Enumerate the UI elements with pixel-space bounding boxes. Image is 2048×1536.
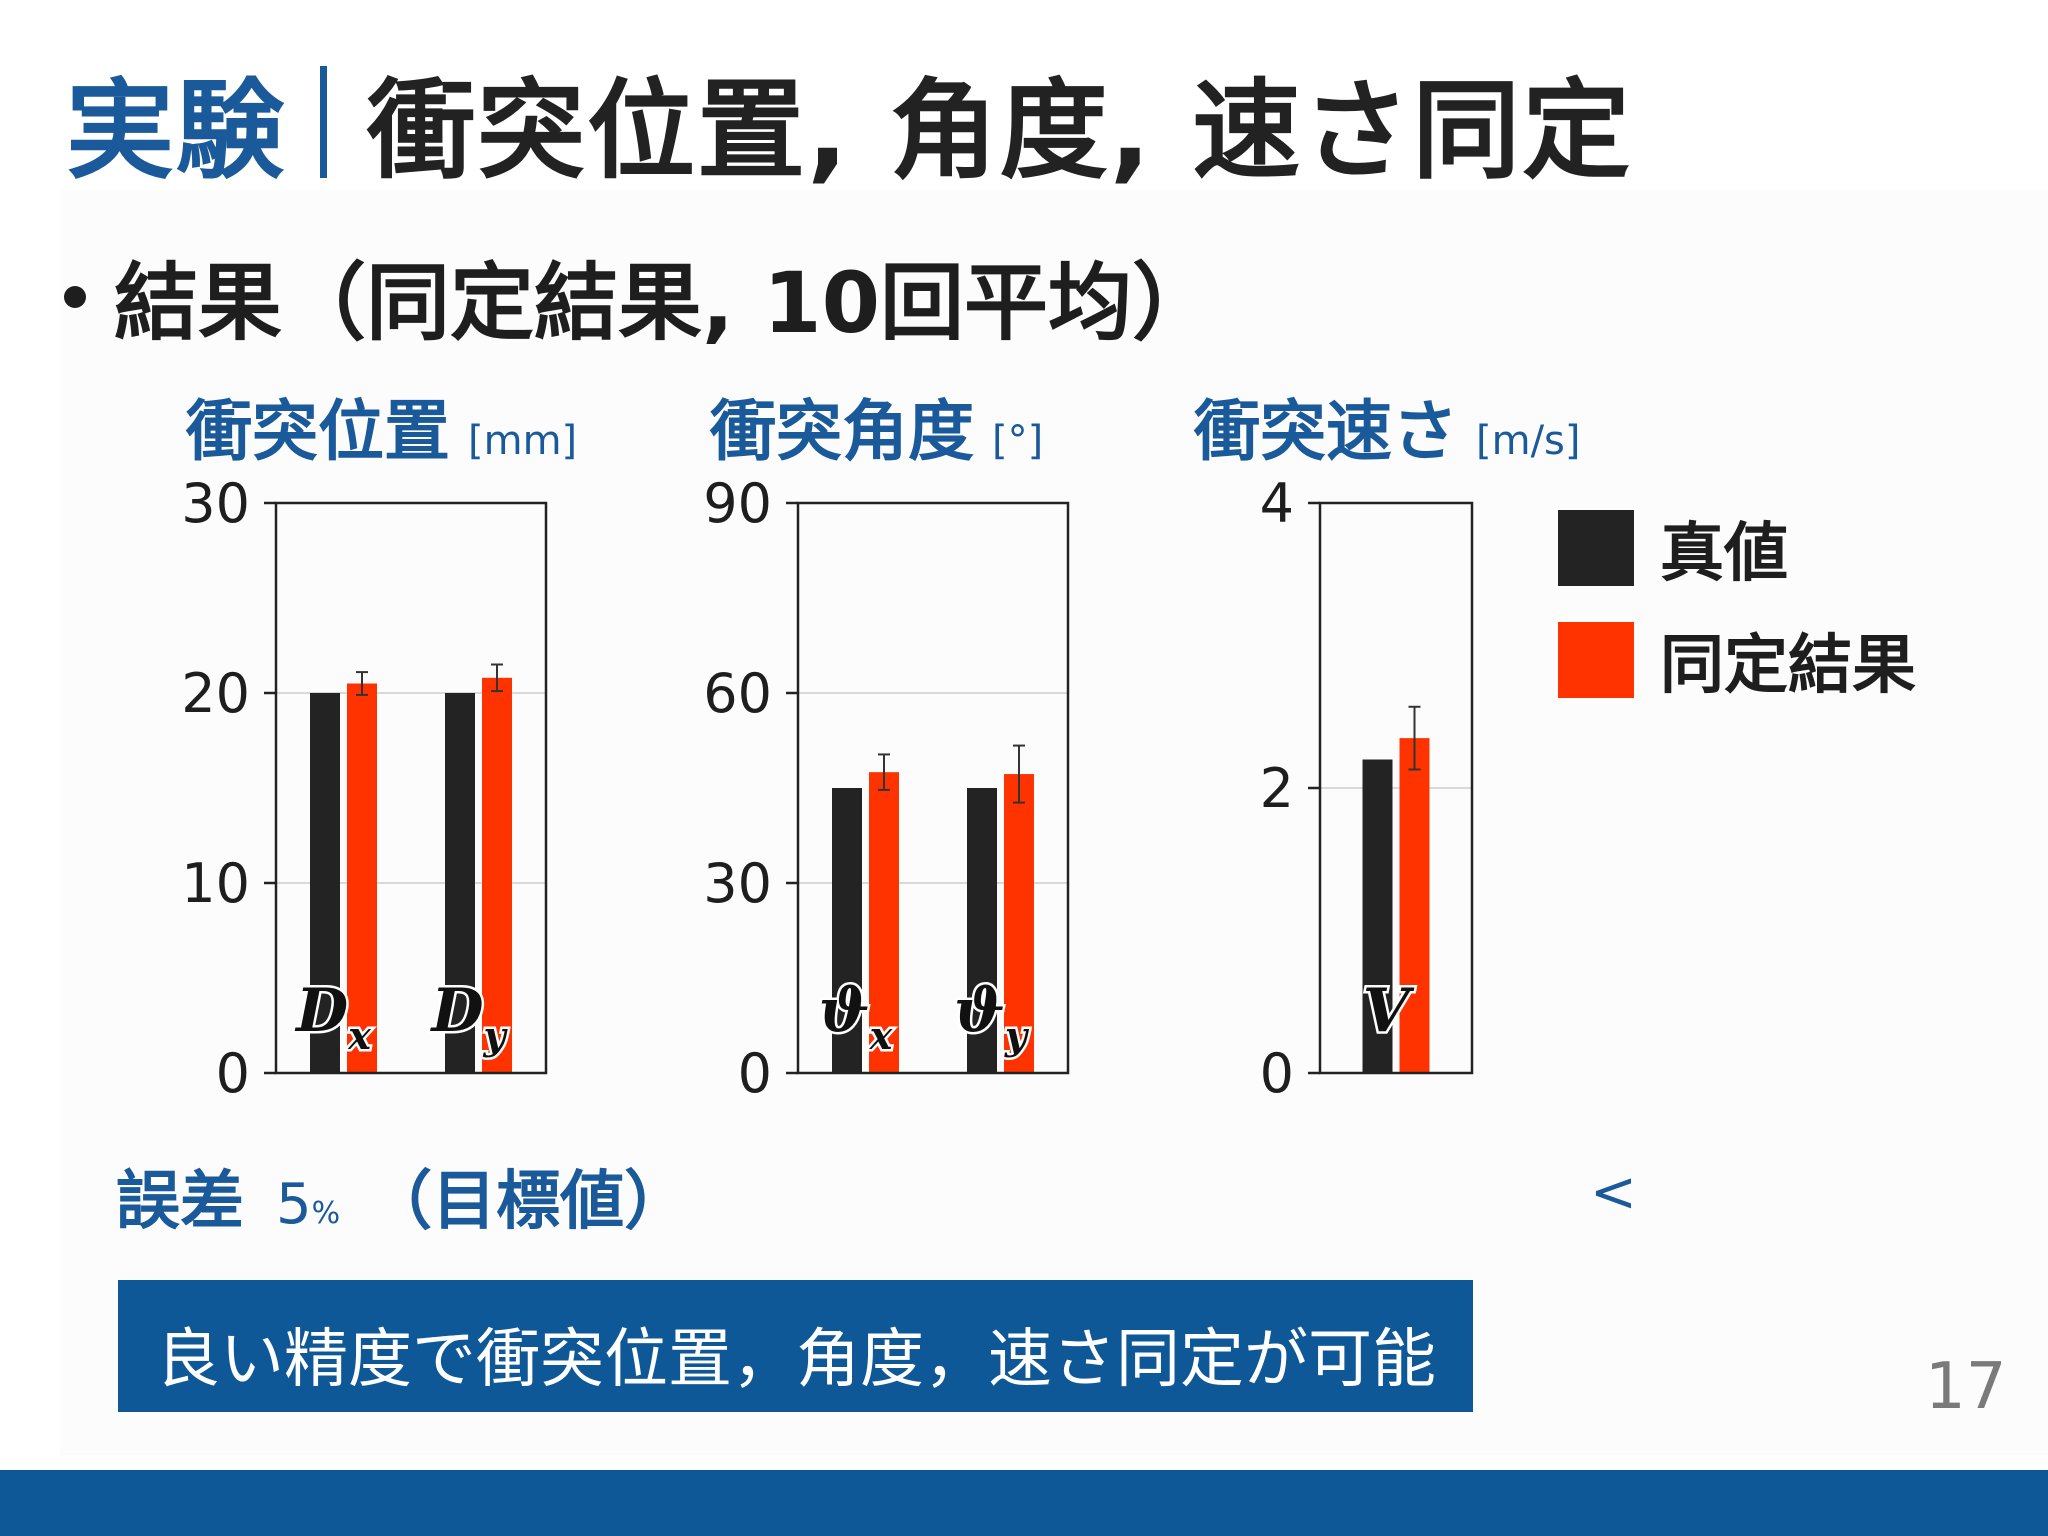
category-label: Dy [429, 976, 508, 1058]
chart-title-angle: 衝突角度 [°] [710, 378, 1043, 474]
bar [967, 788, 997, 1073]
y-tick-label: 0 [216, 1042, 250, 1105]
chart-unit: [°] [992, 418, 1044, 464]
legend-label-true: 真値 [1660, 517, 1788, 591]
chart-title-text: 衝突速さ [1194, 393, 1458, 470]
legend-swatch-identified [1558, 622, 1634, 698]
bullet-text: 結果（同定結果, 10回平均） [114, 254, 1217, 352]
y-tick-label: 30 [181, 472, 250, 535]
bar [869, 772, 899, 1073]
title-main: 衝突位置, 角度, 速さ同定 [367, 69, 1633, 194]
y-tick-label: 0 [738, 1042, 772, 1105]
bullet-dot-icon [64, 285, 86, 308]
y-tick-label: 0 [1260, 1042, 1294, 1105]
error-unit: % [311, 1196, 341, 1231]
chart-title-text: 衝突角度 [710, 393, 974, 470]
y-tick-label: 90 [703, 472, 772, 535]
less-than-symbol: < [1590, 1160, 1637, 1225]
category-label: ϑy [954, 976, 1030, 1058]
category-label: Dx [294, 976, 372, 1058]
category-label: V [1363, 976, 1415, 1046]
y-tick-label: 10 [181, 852, 250, 915]
bar [1362, 759, 1393, 1073]
legend-label-identified: 同定結果 [1660, 629, 1916, 703]
content-background [60, 190, 2048, 1455]
chart-title-position: 衝突位置 [mm] [186, 378, 577, 474]
conclusion-box: 良い精度で衝突位置，角度，速さ同定が可能 [118, 1280, 1473, 1412]
page-number: 17 [1925, 1350, 2007, 1424]
legend-swatch-true [1558, 510, 1634, 586]
category-label: ϑx [819, 976, 894, 1058]
y-tick-label: 20 [181, 662, 250, 725]
plot-frame [274, 501, 548, 1075]
y-tick-label: 4 [1260, 472, 1294, 535]
footer-bar [0, 1470, 2048, 1536]
legend-item-true: 真値 [1558, 502, 1788, 594]
title-divider [320, 66, 328, 178]
y-tick-label: 30 [703, 852, 772, 915]
title-accent: 実験 [66, 69, 287, 194]
bar [482, 677, 512, 1073]
y-tick-label: 2 [1260, 757, 1294, 820]
y-tick-label: 60 [703, 662, 772, 725]
error-row: 誤差 5% （目標値） [116, 1150, 688, 1242]
bar [445, 693, 475, 1073]
bar [347, 683, 377, 1073]
chart-title-text: 衝突位置 [186, 393, 450, 470]
bar [1004, 774, 1034, 1073]
chart-unit: [m/s] [1476, 418, 1581, 464]
plot-frame [796, 501, 1070, 1075]
bar [1399, 738, 1430, 1073]
chart-unit: [mm] [468, 418, 578, 464]
error-value: 5 [276, 1172, 312, 1237]
conclusion-text: 良い精度で衝突位置，角度，速さ同定が可能 [156, 1323, 1436, 1397]
chart-title-speed: 衝突速さ [m/s] [1194, 378, 1581, 474]
error-note: （目標値） [368, 1165, 689, 1239]
results-bullet: 結果（同定結果, 10回平均） [64, 236, 1216, 357]
legend-item-identified: 同定結果 [1558, 614, 1916, 706]
bar [832, 788, 862, 1073]
bar [310, 693, 340, 1073]
error-label: 誤差 [116, 1165, 244, 1239]
slide-title: 実験 衝突位置, 角度, 速さ同定 [66, 52, 1632, 194]
